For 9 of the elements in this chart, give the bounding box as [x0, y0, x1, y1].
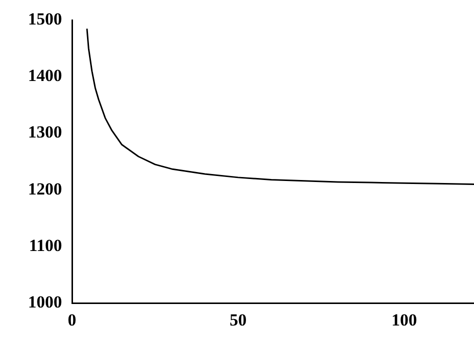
y-tick-label: 1400 [28, 66, 62, 86]
y-tick-label: 1300 [28, 122, 62, 142]
x-tick-label: 50 [230, 310, 247, 330]
y-tick-label: 1200 [28, 179, 62, 198]
y-tick-label: 1100 [28, 236, 62, 255]
y-tick-label: 1000 [28, 292, 62, 312]
x-tick-label: 0 [68, 310, 76, 330]
y-tick-label: 1500 [28, 10, 62, 29]
x-tick-label: 100 [391, 310, 417, 330]
